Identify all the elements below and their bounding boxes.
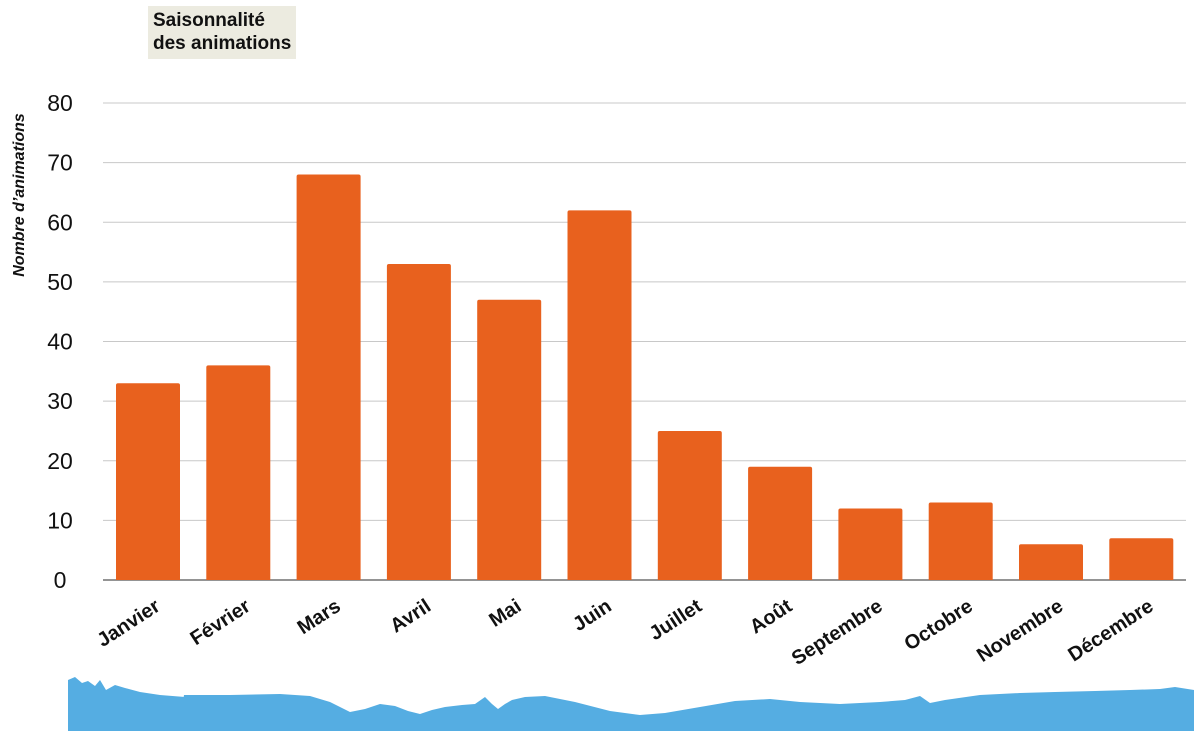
y-tick-label: 0 xyxy=(54,567,67,593)
y-tick-label: 40 xyxy=(47,329,73,355)
y-tick-label: 50 xyxy=(47,269,73,295)
y-axis-tick-labels: 0 10 20 30 40 50 60 70 80 xyxy=(47,90,73,593)
y-tick-label: 10 xyxy=(47,507,73,533)
bar-juillet xyxy=(657,430,722,580)
x-tick-label: Avril xyxy=(386,595,435,637)
x-tick-label: Novembre xyxy=(973,595,1067,667)
water-wave-icon xyxy=(68,677,1194,731)
bar-décembre xyxy=(1109,538,1174,580)
x-tick-label: Décembre xyxy=(1064,595,1157,666)
bar-avril xyxy=(386,263,451,580)
y-axis-label: Nombre d’animations xyxy=(11,113,28,277)
bar-mai xyxy=(477,299,542,580)
y-tick-label: 80 xyxy=(47,90,73,116)
bar-septembre xyxy=(838,508,903,580)
x-tick-label: Octobre xyxy=(901,595,977,655)
chart-title-line-2: des animations xyxy=(153,33,292,54)
y-tick-label: 70 xyxy=(47,150,73,176)
x-axis-tick-labels: Janvier Février Mars Avril Mai Juin Juillet Aoû… xyxy=(93,595,1157,670)
bar-janvier xyxy=(116,383,180,580)
x-tick-label: Juin xyxy=(569,595,615,636)
y-tick-label: 60 xyxy=(47,209,73,235)
x-tick-label: Février xyxy=(186,595,254,650)
bar-novembre xyxy=(1019,544,1083,580)
chart-title: Saisonnalité des animations xyxy=(148,6,297,59)
x-tick-label: Mars xyxy=(294,595,345,639)
grid-lines xyxy=(103,102,1186,581)
y-tick-label: 30 xyxy=(47,388,73,414)
bars xyxy=(116,174,1174,581)
x-tick-label: Juillet xyxy=(645,595,706,645)
x-tick-label: Janvier xyxy=(93,595,164,652)
y-tick-label: 20 xyxy=(47,448,73,474)
bar-octobre xyxy=(928,502,993,580)
x-tick-label: Août xyxy=(746,595,796,638)
bar-mars xyxy=(296,174,361,581)
bar-août xyxy=(748,466,813,580)
bar-juin xyxy=(567,210,632,580)
bar-février xyxy=(206,365,271,580)
x-tick-label: Mai xyxy=(485,595,525,632)
chart-title-line-1: Saisonnalité xyxy=(153,10,265,31)
x-tick-label: Septembre xyxy=(788,595,887,670)
